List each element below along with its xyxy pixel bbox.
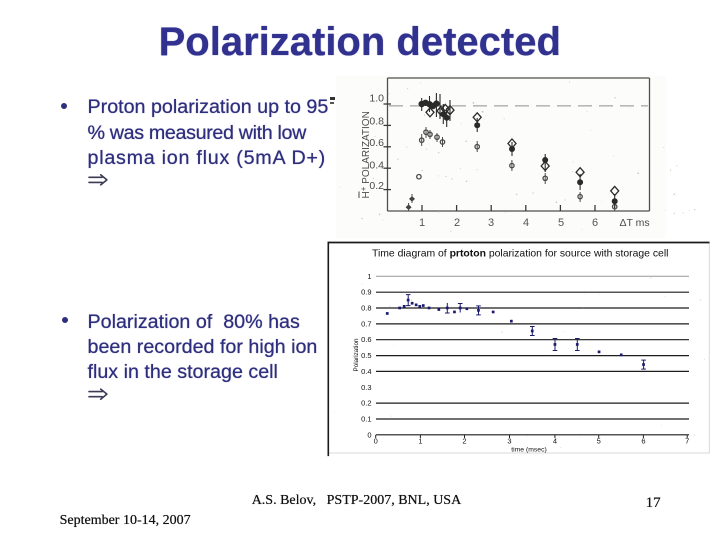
svg-text:time (msec): time (msec) bbox=[511, 447, 547, 454]
svg-text:Polarization: Polarization bbox=[353, 338, 360, 371]
svg-text:0.8: 0.8 bbox=[361, 304, 371, 313]
svg-text:0.8: 0.8 bbox=[369, 116, 384, 128]
svg-text:3: 3 bbox=[507, 436, 511, 445]
svg-text:7: 7 bbox=[685, 436, 689, 445]
svg-text:0: 0 bbox=[374, 436, 378, 445]
svg-text:1: 1 bbox=[418, 436, 422, 445]
svg-text:0.5: 0.5 bbox=[361, 351, 371, 360]
svg-text:Time diagram of prtoton polari: Time diagram of prtoton polarization for… bbox=[372, 249, 668, 260]
svg-text:4: 4 bbox=[553, 436, 557, 445]
svg-text:H+ POLARIZATION: H+ POLARIZATION bbox=[359, 111, 372, 198]
svg-text:1: 1 bbox=[367, 272, 371, 281]
svg-text:1.0: 1.0 bbox=[369, 93, 384, 105]
svg-text:5: 5 bbox=[597, 436, 601, 445]
svg-text:4: 4 bbox=[523, 217, 529, 229]
svg-text:6: 6 bbox=[592, 217, 598, 229]
svg-text:0.2: 0.2 bbox=[361, 399, 371, 408]
svg-text:6: 6 bbox=[641, 436, 645, 445]
svg-text:0.7: 0.7 bbox=[361, 319, 371, 328]
svg-text:0.2: 0.2 bbox=[369, 180, 384, 192]
svg-text:0.4: 0.4 bbox=[369, 160, 384, 172]
svg-text:3: 3 bbox=[488, 217, 494, 229]
svg-text:0.1: 0.1 bbox=[361, 415, 371, 424]
svg-text:0.3: 0.3 bbox=[361, 383, 371, 392]
svg-text:2: 2 bbox=[462, 436, 466, 445]
svg-text:0.9: 0.9 bbox=[361, 288, 371, 297]
svg-text:0.6: 0.6 bbox=[361, 335, 371, 344]
svg-text:0.6: 0.6 bbox=[369, 137, 384, 149]
svg-text:0.4: 0.4 bbox=[361, 367, 371, 376]
svg-text:ΔT ms: ΔT ms bbox=[620, 217, 650, 229]
svg-text:0: 0 bbox=[367, 430, 371, 439]
svg-text:1: 1 bbox=[419, 217, 425, 229]
svg-text:2: 2 bbox=[454, 217, 460, 229]
svg-text:5: 5 bbox=[558, 217, 564, 229]
